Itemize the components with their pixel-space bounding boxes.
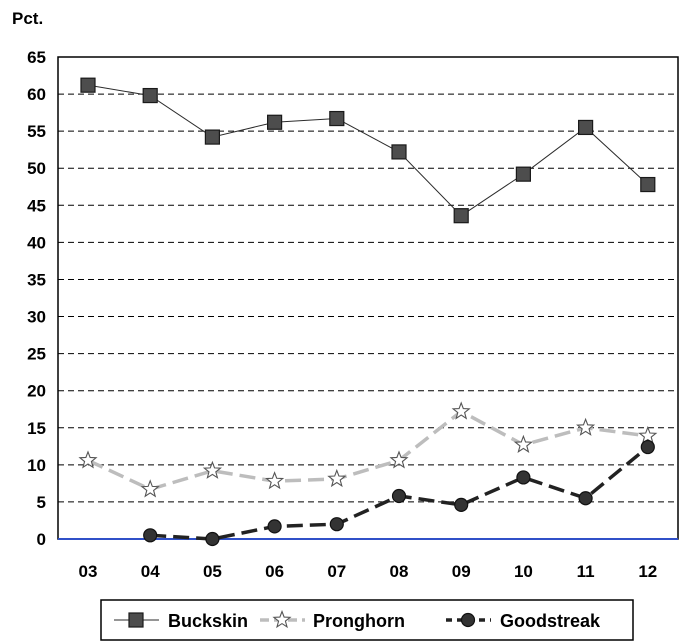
x-tick-label: 06 — [265, 562, 284, 581]
x-tick-label: 08 — [390, 562, 409, 581]
series-pronghorn — [78, 401, 658, 498]
series-buckskin — [80, 77, 656, 224]
x-tick-label: 12 — [638, 562, 657, 581]
data-point — [329, 110, 345, 127]
legend-item-goodstreak: Goodstreak — [446, 611, 601, 631]
data-point — [265, 471, 285, 490]
data-point — [640, 176, 656, 193]
data-point — [577, 119, 594, 136]
legend: Buckskin Pronghorn Goodstreak — [100, 599, 634, 641]
data-point — [451, 401, 471, 420]
data-point — [640, 439, 655, 455]
legend-item-pronghorn: Pronghorn — [260, 609, 405, 631]
data-point — [638, 425, 658, 445]
data-point — [329, 517, 344, 532]
data-point — [327, 468, 347, 488]
data-point — [78, 450, 98, 469]
y-axis-ticks: 0 5 10 15 20 25 30 35 40 45 50 55 60 65 — [27, 48, 46, 549]
y-tick-label: 15 — [27, 419, 46, 438]
x-tick-label: 07 — [327, 562, 346, 581]
x-tick-label: 10 — [514, 562, 533, 581]
data-point — [80, 77, 96, 93]
y-tick-label: 25 — [27, 345, 46, 364]
x-tick-label: 03 — [79, 562, 98, 581]
y-tick-label: 30 — [27, 308, 46, 327]
y-unit-label: Pct. — [12, 9, 43, 28]
plot-area — [57, 56, 679, 540]
x-tick-label: 04 — [141, 562, 160, 581]
legend-label: Goodstreak — [500, 611, 601, 631]
data-point — [516, 470, 531, 485]
data-point — [389, 450, 409, 469]
data-point — [391, 144, 407, 160]
data-point — [204, 129, 220, 145]
x-tick-label: 11 — [577, 562, 595, 581]
x-tick-label: 09 — [452, 562, 471, 581]
y-tick-label: 5 — [37, 493, 46, 512]
y-tick-label: 60 — [27, 85, 46, 104]
data-point — [391, 488, 407, 504]
x-axis-ticks: 03 04 05 06 07 08 09 10 11 12 — [79, 562, 658, 581]
y-tick-label: 10 — [27, 456, 46, 475]
legend-box — [100, 599, 634, 641]
data-point — [453, 208, 469, 224]
data-point — [513, 434, 533, 453]
legend-item-buckskin: Buckskin — [114, 611, 248, 631]
y-tick-label: 55 — [27, 122, 46, 141]
y-tick-label: 0 — [37, 530, 46, 549]
data-point — [205, 531, 220, 547]
legend-label: Buckskin — [168, 611, 248, 631]
series-layer — [78, 77, 658, 547]
data-point — [267, 114, 283, 130]
gridlines — [58, 93, 678, 503]
legend-marker — [128, 612, 144, 628]
y-tick-label: 50 — [27, 159, 46, 178]
y-tick-label: 20 — [27, 382, 46, 401]
legend-label: Pronghorn — [313, 611, 405, 631]
y-tick-label: 40 — [27, 233, 46, 252]
legend-items: Buckskin Pronghorn Goodstreak — [114, 609, 601, 631]
data-point — [576, 417, 596, 436]
y-tick-label: 45 — [27, 196, 46, 215]
legend-marker — [460, 612, 476, 628]
legend-marker — [272, 609, 292, 629]
series-goodstreak — [143, 439, 655, 547]
data-point — [578, 491, 593, 506]
series-line — [87, 409, 649, 492]
y-tick-label: 65 — [27, 48, 46, 67]
data-point — [140, 479, 160, 498]
data-point — [143, 528, 158, 543]
series-line — [87, 84, 649, 217]
data-point — [454, 497, 469, 512]
data-point — [515, 166, 532, 182]
y-tick-label: 35 — [27, 270, 46, 289]
data-point — [267, 519, 282, 534]
data-point — [202, 460, 222, 479]
data-point — [142, 87, 158, 104]
x-tick-label: 05 — [203, 562, 222, 581]
